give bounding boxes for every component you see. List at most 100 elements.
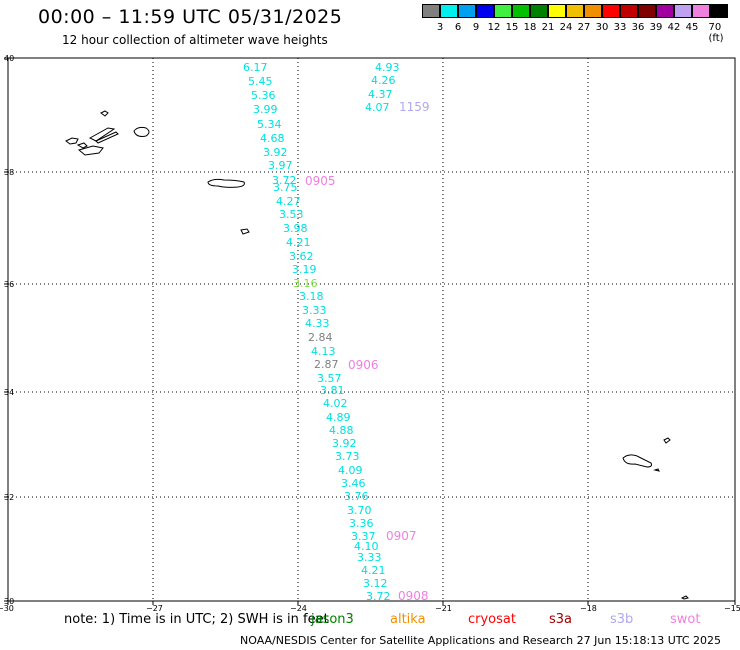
- lon-label: −27: [146, 604, 163, 613]
- lat-label: 32: [4, 493, 15, 502]
- pass-time-label: 1159: [399, 100, 430, 114]
- island-santa-maria: [240, 228, 250, 235]
- legend-swatch: [638, 4, 656, 18]
- map-frame: [7, 57, 736, 602]
- swh-observation: 4.09: [338, 464, 363, 477]
- swh-observation: 3.72: [366, 590, 391, 603]
- swh-observation: 5.34: [257, 118, 282, 131]
- legend-swatch: [692, 4, 710, 18]
- swh-observation: 4.07: [365, 101, 390, 114]
- lon-label: −15: [724, 604, 740, 613]
- legend-swatch: [584, 4, 602, 18]
- swh-observation: 3.57: [317, 372, 342, 385]
- swh-observation: 5.36: [251, 89, 276, 102]
- island-flores: [65, 137, 79, 145]
- swh-observation: 3.62: [289, 250, 314, 263]
- swh-observation: 4.13: [311, 345, 336, 358]
- swh-observation: 3.76: [344, 490, 369, 503]
- map-subtitle: 12 hour collection of altimeter wave hei…: [62, 33, 328, 47]
- legend-tick-label: 70 (ft): [708, 22, 724, 44]
- swh-observation: 4.68: [260, 132, 285, 145]
- swh-observation: 3.36: [349, 517, 374, 530]
- island-terceira: [133, 126, 150, 137]
- legend-swatch: [548, 4, 566, 18]
- swh-observation: 2.87: [314, 358, 339, 371]
- swh-observation: 3.16: [293, 277, 318, 290]
- legend-swatch: [620, 4, 638, 18]
- lat-label: 38: [4, 168, 15, 177]
- legend-swatch: [422, 4, 440, 18]
- swh-observation: 3.72: [272, 174, 297, 187]
- legend-tick-label: 15: [505, 22, 519, 33]
- legend-tick-label: 27: [577, 22, 591, 33]
- legend-tick-label: 21: [541, 22, 555, 33]
- swh-observation: 3.33: [357, 551, 382, 564]
- swh-observation: 3.92: [263, 146, 288, 159]
- island-faial: [77, 145, 104, 156]
- swh-observation: 4.93: [375, 61, 400, 74]
- mission-altika: altika: [390, 612, 426, 627]
- legend-tick-label: 45: [685, 22, 699, 33]
- island-sao-miguel: [207, 178, 245, 188]
- pass-time-label: 0905: [305, 174, 336, 188]
- lon-label: −18: [580, 604, 597, 613]
- swh-observation: 3.75: [273, 181, 298, 194]
- swh-observation: 2.84: [308, 331, 333, 344]
- island-graciosa: [100, 110, 109, 117]
- swh-observation: 3.99: [253, 103, 278, 116]
- swh-observation: 3.73: [335, 450, 360, 463]
- legend-swatch: [566, 4, 584, 18]
- legend-tick-label: 18: [523, 22, 537, 33]
- swh-observation: 4.02: [323, 397, 348, 410]
- swh-observation: 4.27: [276, 195, 301, 208]
- legend-tick-label: 39: [649, 22, 663, 33]
- island-pico: [88, 127, 116, 142]
- pass-time-label: 0908: [398, 589, 429, 603]
- legend-tick-label: 6: [454, 22, 462, 33]
- legend-tick-label: 3: [436, 22, 444, 33]
- legend-swatch: [494, 4, 512, 18]
- credit-footer: NOAA/NESDIS Center for Satellite Applica…: [240, 634, 722, 647]
- lat-label: 36: [4, 280, 15, 289]
- legend-tick-label: 12: [487, 22, 501, 33]
- map-title: 00:00 – 11:59 UTC 05/31/2025: [38, 6, 343, 28]
- island-desertas: [653, 468, 660, 472]
- mission-s3a: s3a: [549, 612, 573, 627]
- island-porto-santo: [663, 437, 671, 444]
- units-note: note: 1) Time is in UTC; 2) SWH is in fe…: [64, 612, 329, 627]
- lat-label: 40: [4, 54, 15, 63]
- mission-jason3: jason3: [311, 612, 354, 627]
- lat-label: 34: [4, 388, 15, 397]
- island-sao-jorge: [95, 131, 119, 144]
- swh-observation: 3.33: [302, 304, 327, 317]
- swh-observation: 4.10: [354, 540, 379, 553]
- lon-label: −21: [435, 604, 452, 613]
- legend-swatch: [440, 4, 458, 18]
- island-selvagens: [680, 595, 689, 600]
- legend-swatch: [674, 4, 692, 18]
- swh-observation: 3.70: [347, 504, 372, 517]
- legend-swatch: [656, 4, 674, 18]
- mission-s3b: s3b: [610, 612, 634, 627]
- swh-observation: 3.92: [332, 437, 357, 450]
- legend-swatch: [602, 4, 620, 18]
- legend-swatch: [710, 4, 728, 18]
- swh-observation: 3.46: [341, 477, 366, 490]
- pass-time-label: 0906: [348, 358, 379, 372]
- swh-observation: 6.17: [243, 61, 268, 74]
- legend-swatch: [530, 4, 548, 18]
- swh-observation: 4.33: [305, 317, 330, 330]
- legend-tick-label: 24: [559, 22, 573, 33]
- mission-swot: swot: [670, 612, 701, 627]
- swh-observation: 4.37: [368, 88, 393, 101]
- swh-observation: 3.18: [299, 290, 324, 303]
- island-corvo: [76, 142, 88, 149]
- swh-observation: 4.88: [329, 424, 354, 437]
- swh-observation: 5.45: [248, 75, 273, 88]
- swh-observation: 4.21: [361, 564, 386, 577]
- lon-label: −24: [290, 604, 307, 613]
- legend-tick-label: 42: [667, 22, 681, 33]
- mission-cryosat: cryosat: [468, 612, 516, 627]
- swh-observation: 3.98: [283, 222, 308, 235]
